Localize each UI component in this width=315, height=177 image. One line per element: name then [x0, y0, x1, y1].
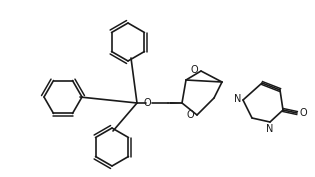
Text: N: N — [266, 124, 274, 134]
Text: O: O — [300, 108, 308, 118]
Text: N: N — [234, 94, 241, 104]
Text: O: O — [186, 110, 194, 120]
Text: O: O — [190, 65, 198, 75]
Text: O: O — [143, 98, 151, 108]
Polygon shape — [170, 102, 182, 104]
